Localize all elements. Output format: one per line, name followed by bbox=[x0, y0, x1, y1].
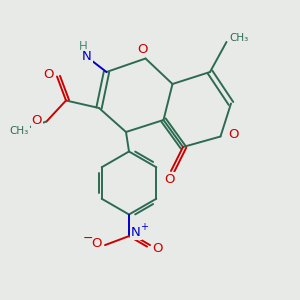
Text: O: O bbox=[43, 68, 54, 82]
Text: −: − bbox=[82, 232, 93, 245]
Text: O: O bbox=[32, 113, 42, 127]
Text: CH₃: CH₃ bbox=[230, 33, 249, 43]
Text: O: O bbox=[152, 242, 163, 255]
Text: O: O bbox=[228, 128, 238, 142]
Text: N: N bbox=[82, 50, 92, 64]
Text: O: O bbox=[164, 173, 175, 186]
Text: O: O bbox=[91, 237, 102, 250]
Text: CH₃: CH₃ bbox=[10, 125, 29, 136]
Text: N: N bbox=[131, 226, 140, 239]
Text: O: O bbox=[137, 43, 148, 56]
Text: +: + bbox=[140, 222, 148, 232]
Text: H: H bbox=[79, 40, 88, 53]
